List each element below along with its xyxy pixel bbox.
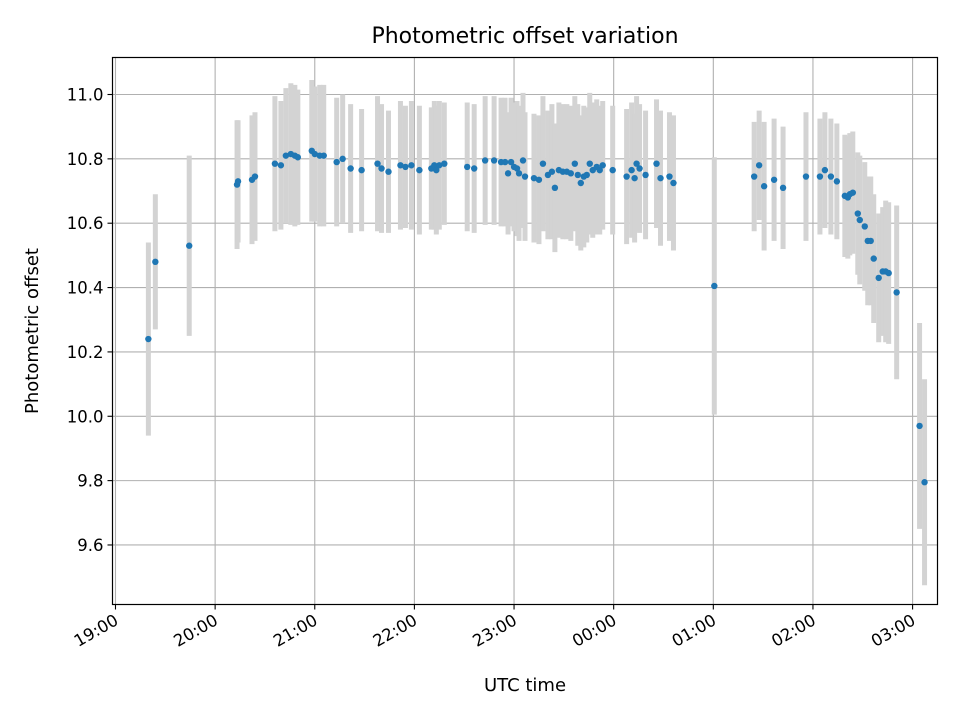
data-point xyxy=(779,184,787,192)
data-point xyxy=(152,258,159,266)
data-point xyxy=(599,162,606,169)
data-point xyxy=(385,168,392,175)
data-point xyxy=(234,178,242,185)
data-point xyxy=(145,335,152,343)
data-point xyxy=(861,223,868,230)
data-point xyxy=(711,282,718,290)
data-point xyxy=(402,163,409,171)
data-point xyxy=(277,162,285,169)
data-point xyxy=(397,162,404,169)
y-tick-label: 10.4 xyxy=(67,279,104,298)
data-point xyxy=(833,178,841,185)
y-tick-label: 9.6 xyxy=(77,536,103,555)
y-tick-label: 10.0 xyxy=(67,407,104,426)
chart-title: Photometric offset variation xyxy=(371,24,678,49)
data-point xyxy=(251,173,259,180)
data-point xyxy=(339,155,346,163)
data-point xyxy=(916,422,923,430)
data-point xyxy=(282,152,290,159)
data-point xyxy=(567,170,575,177)
data-point xyxy=(816,173,824,180)
data-point xyxy=(551,184,559,192)
data-point xyxy=(631,174,638,182)
data-point xyxy=(770,176,778,183)
data-point xyxy=(755,162,763,169)
data-point xyxy=(320,152,327,159)
data-point xyxy=(530,174,538,182)
data-point xyxy=(760,183,768,190)
data-point xyxy=(750,173,758,180)
data-point xyxy=(501,158,509,166)
data-point xyxy=(849,189,857,196)
data-point xyxy=(875,274,882,282)
data-point xyxy=(374,160,381,167)
data-point xyxy=(481,157,489,164)
data-point xyxy=(574,171,582,179)
y-tick-label: 10.8 xyxy=(67,150,104,169)
plot-frame xyxy=(111,56,939,606)
y-axis-ticks: 9.6 9.8 10.0 10.2 10.4 10.6 10.8 11.0 xyxy=(67,86,113,555)
data-point xyxy=(539,160,547,167)
data-point xyxy=(521,173,529,180)
data-point xyxy=(507,158,515,166)
data-point xyxy=(636,165,643,172)
data-point xyxy=(657,174,664,182)
data-point xyxy=(513,165,521,172)
y-axis-label: Photometric offset xyxy=(22,248,43,414)
data-point xyxy=(464,163,471,171)
data-point xyxy=(504,170,512,177)
data-point xyxy=(490,157,498,164)
data-point xyxy=(653,160,660,167)
data-point xyxy=(821,166,829,174)
data-point xyxy=(436,162,443,169)
data-point xyxy=(347,165,354,172)
data-point xyxy=(586,160,593,167)
data-point xyxy=(571,160,579,167)
data-point xyxy=(408,162,415,169)
data-point xyxy=(642,171,649,179)
data-point xyxy=(577,179,584,187)
data-point xyxy=(609,166,616,174)
data-point xyxy=(870,255,877,262)
data-point xyxy=(431,162,438,169)
data-point xyxy=(628,166,635,174)
data-point xyxy=(854,210,861,217)
data-point xyxy=(535,176,543,183)
data-point xyxy=(433,166,440,174)
data-point xyxy=(519,157,527,164)
data-point xyxy=(633,160,640,167)
data-point xyxy=(186,242,193,249)
data-point xyxy=(441,160,448,167)
data-point xyxy=(596,166,603,174)
data-point xyxy=(885,269,892,277)
data-point xyxy=(670,179,677,187)
y-tick-label: 11.0 xyxy=(67,86,104,105)
data-point xyxy=(666,173,673,180)
data-point xyxy=(271,160,279,167)
y-tick-label: 9.8 xyxy=(77,472,103,491)
data-point xyxy=(856,216,863,224)
data-point xyxy=(358,166,365,174)
data-point xyxy=(515,170,523,177)
data-point xyxy=(333,158,340,166)
data-point xyxy=(893,289,900,296)
data-point xyxy=(416,166,423,174)
data-point xyxy=(921,479,928,486)
data-point xyxy=(294,154,302,161)
data-point xyxy=(827,173,835,180)
data-point xyxy=(802,173,810,180)
y-tick-label: 10.6 xyxy=(67,214,104,233)
data-point xyxy=(378,165,385,172)
data-points xyxy=(145,147,928,486)
data-point xyxy=(548,168,556,175)
data-point xyxy=(867,237,874,245)
data-point xyxy=(311,150,318,158)
data-point xyxy=(470,165,478,172)
data-point xyxy=(623,173,630,180)
data-point xyxy=(583,171,590,179)
x-axis-label: UTC time xyxy=(484,675,566,696)
y-tick-label: 10.2 xyxy=(67,343,104,362)
